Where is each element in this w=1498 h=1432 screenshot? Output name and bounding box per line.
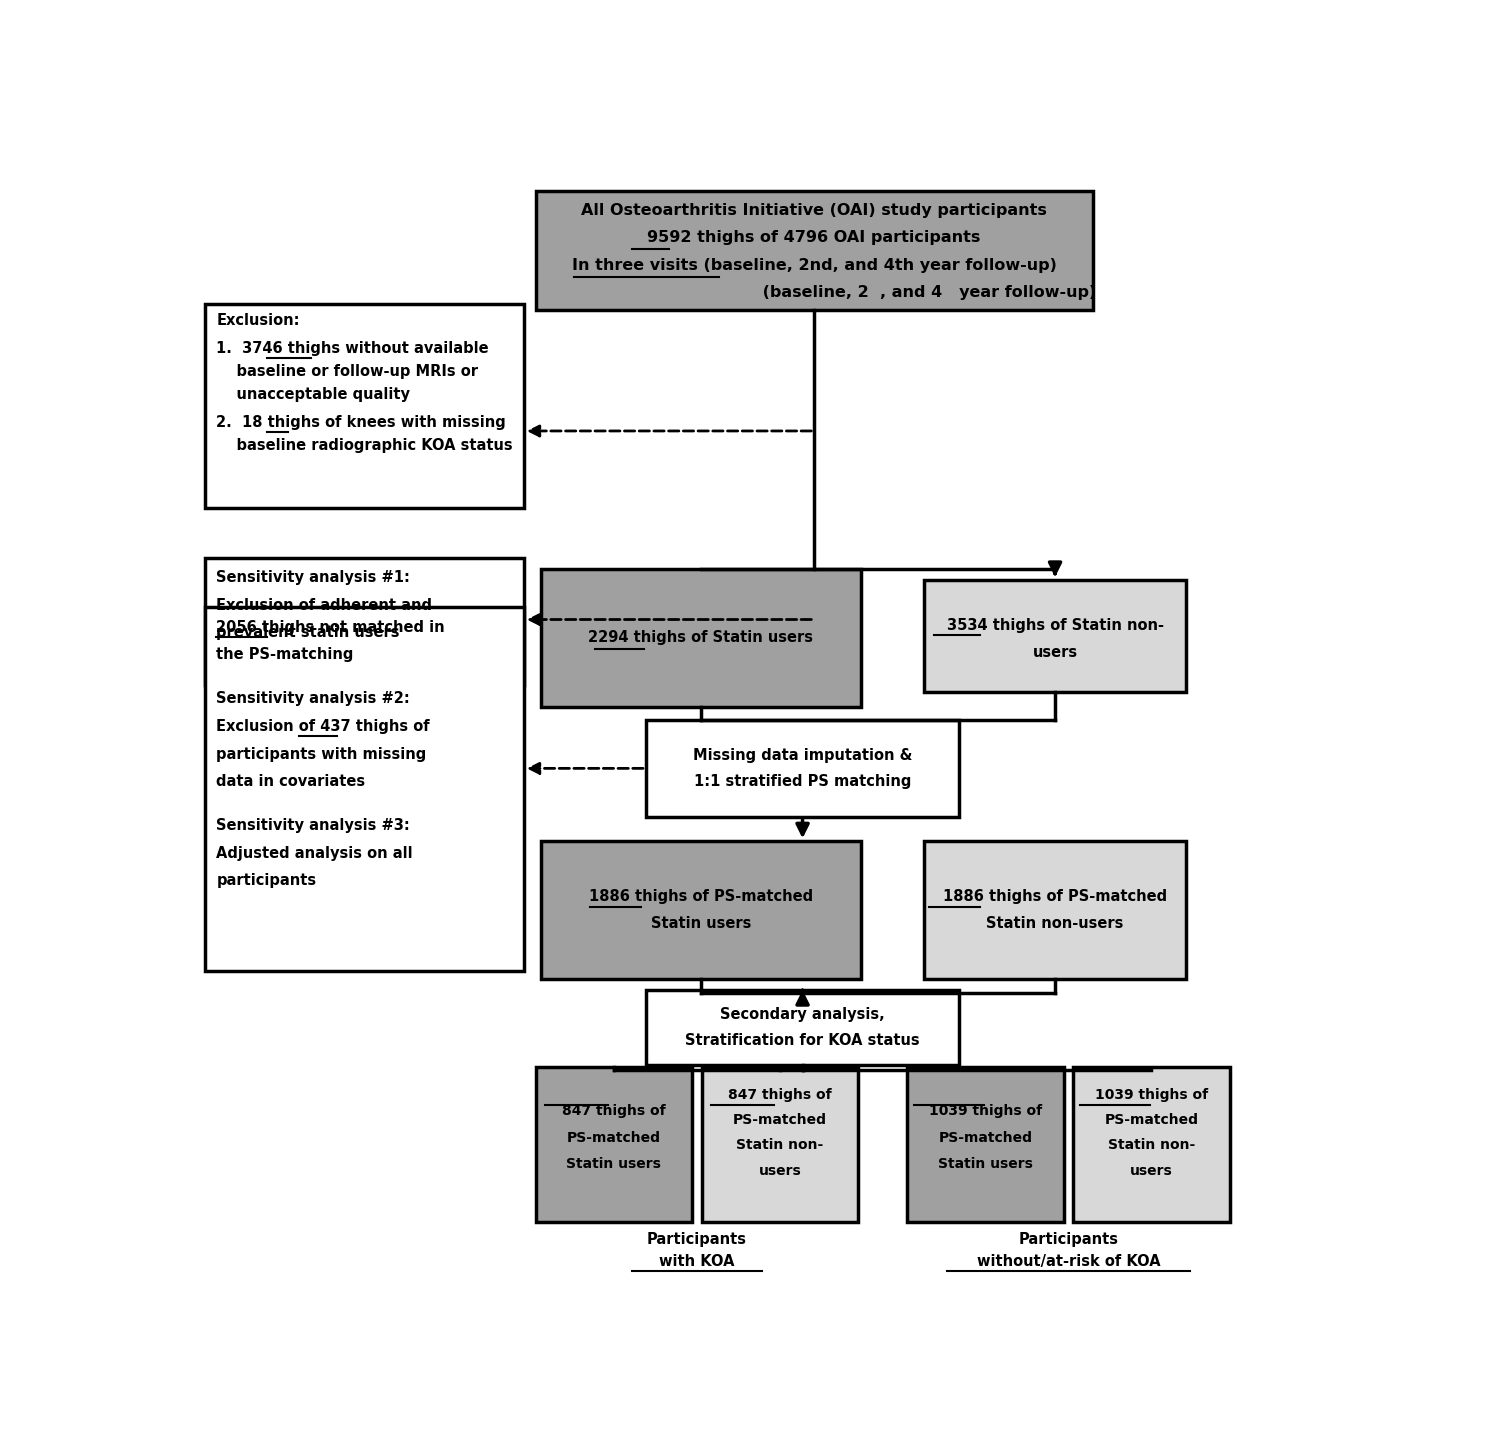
- Text: 9592 thighs of 4796 OAI participants: 9592 thighs of 4796 OAI participants: [647, 231, 981, 245]
- Text: All Osteoarthritis Initiative (OAI) study participants: All Osteoarthritis Initiative (OAI) stud…: [581, 203, 1047, 218]
- Text: 1886 thighs of PS-matched: 1886 thighs of PS-matched: [944, 889, 1167, 905]
- Text: 2056 thighs not matched in: 2056 thighs not matched in: [216, 620, 445, 634]
- Text: users: users: [758, 1164, 801, 1179]
- Text: Adjusted analysis on all: Adjusted analysis on all: [216, 846, 413, 861]
- Text: 2294 thighs of Statin users: 2294 thighs of Statin users: [589, 630, 813, 646]
- Text: the PS-matching: the PS-matching: [216, 647, 354, 662]
- Text: 1039 thighs of: 1039 thighs of: [929, 1104, 1043, 1118]
- Text: 3534 thighs of Statin non-: 3534 thighs of Statin non-: [947, 617, 1164, 633]
- Text: PS-matched: PS-matched: [938, 1131, 1032, 1144]
- Text: unacceptable quality: unacceptable quality: [216, 387, 410, 402]
- Text: without/at-risk of KOA: without/at-risk of KOA: [977, 1254, 1161, 1269]
- FancyBboxPatch shape: [205, 557, 524, 684]
- Text: PS-matched: PS-matched: [1104, 1113, 1198, 1127]
- Text: Exclusion:: Exclusion:: [216, 314, 300, 328]
- Text: baseline radiographic KOA status: baseline radiographic KOA status: [216, 438, 512, 453]
- Text: Sensitivity analysis #3:: Sensitivity analysis #3:: [216, 818, 410, 833]
- Text: prevalent statin users: prevalent statin users: [216, 626, 400, 640]
- Text: Sensitivity analysis #1:: Sensitivity analysis #1:: [216, 570, 410, 586]
- Text: Statin users: Statin users: [938, 1157, 1032, 1171]
- Text: 1039 thighs of: 1039 thighs of: [1095, 1088, 1207, 1101]
- Text: participants: participants: [216, 874, 316, 888]
- Text: Statin non-: Statin non-: [737, 1138, 824, 1153]
- Text: PS-matched: PS-matched: [733, 1113, 827, 1127]
- Text: In three visits (baseline, 2nd, and 4th year follow-up): In three visits (baseline, 2nd, and 4th …: [572, 258, 1056, 274]
- FancyBboxPatch shape: [924, 841, 1185, 979]
- FancyBboxPatch shape: [205, 607, 524, 971]
- Text: 2.  18 thighs of knees with missing: 2. 18 thighs of knees with missing: [216, 415, 506, 430]
- Text: data in covariates: data in covariates: [216, 775, 366, 789]
- Text: Statin users: Statin users: [566, 1157, 661, 1171]
- Text: Stratification for KOA status: Stratification for KOA status: [685, 1034, 920, 1048]
- Text: 847 thighs of: 847 thighs of: [562, 1104, 665, 1118]
- Text: Participants: Participants: [1019, 1232, 1119, 1247]
- FancyBboxPatch shape: [906, 1067, 1064, 1221]
- FancyBboxPatch shape: [541, 841, 860, 979]
- Text: PS-matched: PS-matched: [566, 1131, 661, 1144]
- FancyBboxPatch shape: [541, 569, 860, 706]
- Text: 1886 thighs of PS-matched: 1886 thighs of PS-matched: [589, 889, 813, 905]
- Text: Exclusion of 437 thighs of: Exclusion of 437 thighs of: [216, 719, 430, 735]
- Text: with KOA: with KOA: [659, 1254, 734, 1269]
- Text: users: users: [1129, 1164, 1173, 1179]
- FancyBboxPatch shape: [536, 1067, 692, 1221]
- FancyBboxPatch shape: [205, 304, 524, 508]
- Text: Secondary analysis,: Secondary analysis,: [721, 1007, 885, 1022]
- Text: Participants: Participants: [647, 1232, 748, 1247]
- FancyBboxPatch shape: [924, 580, 1185, 692]
- Text: Statin users: Statin users: [650, 916, 750, 931]
- Text: Sensitivity analysis #2:: Sensitivity analysis #2:: [216, 692, 410, 706]
- Text: participants with missing: participants with missing: [216, 746, 427, 762]
- Text: Missing data imputation &: Missing data imputation &: [694, 748, 912, 763]
- Text: 1.  3746 thighs without available: 1. 3746 thighs without available: [216, 341, 488, 355]
- FancyBboxPatch shape: [646, 720, 959, 816]
- FancyBboxPatch shape: [1073, 1067, 1230, 1221]
- Text: 1:1 stratified PS matching: 1:1 stratified PS matching: [694, 775, 911, 789]
- Text: 847 thighs of: 847 thighs of: [728, 1088, 831, 1101]
- Text: Statin non-users: Statin non-users: [986, 916, 1124, 931]
- FancyBboxPatch shape: [701, 1067, 858, 1221]
- Text: baseline or follow-up MRIs or: baseline or follow-up MRIs or: [216, 364, 478, 379]
- Text: users: users: [1032, 644, 1077, 660]
- Text: (baseline, 2  , and 4   year follow-up): (baseline, 2 , and 4 year follow-up): [532, 285, 1097, 299]
- FancyBboxPatch shape: [536, 190, 1094, 309]
- Text: Exclusion of adherent and: Exclusion of adherent and: [216, 597, 433, 613]
- FancyBboxPatch shape: [646, 990, 959, 1065]
- Text: Statin non-: Statin non-: [1109, 1138, 1195, 1153]
